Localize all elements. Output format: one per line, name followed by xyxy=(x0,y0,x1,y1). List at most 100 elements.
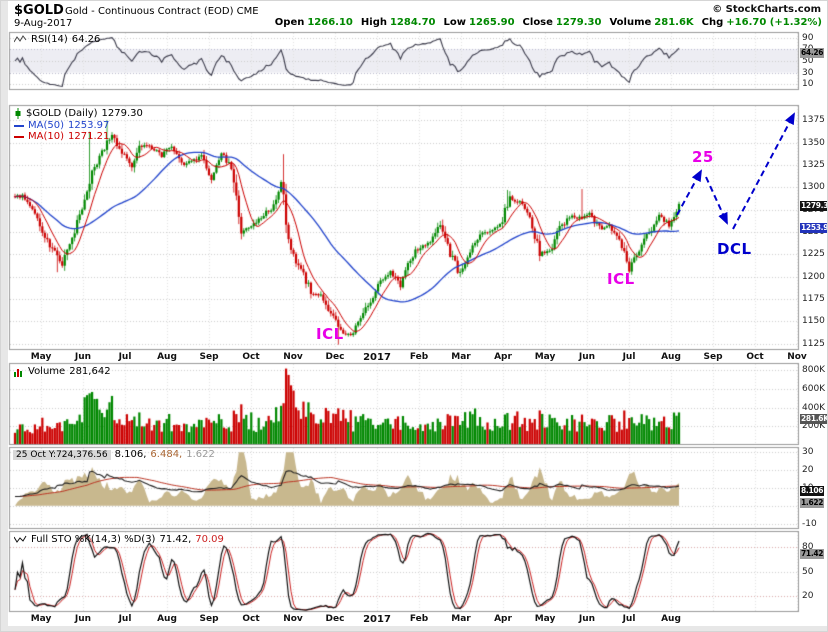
rsi-line-icon xyxy=(14,35,27,43)
sto-legend-k: 71.42, xyxy=(159,534,192,545)
month-label: Aug xyxy=(157,614,177,624)
rsi-legend-label: RSI(14) xyxy=(31,34,68,45)
ma10-line-icon xyxy=(14,135,24,138)
rsi-legend-value: 64.26 xyxy=(71,34,101,45)
axis-tick-label: 1175 xyxy=(802,294,825,304)
axis-value-box: 64.26 xyxy=(800,48,825,58)
month-label: Dec xyxy=(325,352,345,362)
quote-value: +16.70 (+1.32%) xyxy=(726,17,822,28)
quote-label: Close xyxy=(522,17,553,28)
month-label: 2017 xyxy=(363,614,391,625)
annotation-label: ICL xyxy=(607,270,635,288)
month-label: Nov xyxy=(283,352,303,362)
axis-value-box: 71.42 xyxy=(800,549,825,559)
month-label: May xyxy=(30,352,52,362)
axis-tick-label: 1125 xyxy=(802,339,825,349)
axis-tick-label: 30 xyxy=(802,68,814,78)
month-label: Aug xyxy=(157,352,177,362)
month-label: Sep xyxy=(199,614,219,624)
candlestick-icon xyxy=(15,108,21,119)
axis-tick-label: 20 xyxy=(802,591,814,601)
symbol-subtitle: Gold - Continuous Contract (EOD) CME xyxy=(65,6,259,17)
month-label: May xyxy=(30,614,52,624)
bottom-margin xyxy=(1,626,827,631)
quote-item: Chg +16.70 (+1.32%) xyxy=(702,17,822,28)
annotation-label: DCL xyxy=(717,240,752,258)
quote-label: Low xyxy=(443,17,466,28)
month-label: Jun xyxy=(74,614,92,624)
volume-legend-value: 281,642 xyxy=(69,366,111,377)
sto-legend: Full STO %K(14,3) %D(3) 71.42, 70.09 xyxy=(14,534,224,545)
month-label: Aug xyxy=(661,614,681,624)
axis-value-box: 1279.30 xyxy=(800,201,827,211)
axis-tick-label: 600K xyxy=(802,384,826,394)
axis-value-box: 1253.97 xyxy=(800,223,827,233)
quote-item: Close 1279.30 xyxy=(523,17,602,28)
month-label: Jul xyxy=(118,614,132,624)
sto-line-icon xyxy=(14,535,27,543)
osc-value-2: 6.484, xyxy=(150,449,183,460)
left-margin xyxy=(1,1,8,631)
quote-label: Open xyxy=(274,17,305,28)
axis-tick-label: 50 xyxy=(802,56,814,66)
sto-legend-d: 70.09 xyxy=(195,534,224,545)
month-label: 2017 xyxy=(363,352,391,363)
axis-tick-label: 50 xyxy=(802,567,814,577)
month-label: May xyxy=(534,614,556,624)
ma50-legend: MA(50) 1253.97 xyxy=(14,120,109,131)
price-legend-value: 1279.30 xyxy=(101,108,143,119)
month-label: Jul xyxy=(622,614,636,624)
axis-tick-label: 30 xyxy=(802,447,814,457)
copyright: © StockCharts.com xyxy=(712,4,821,15)
axis-tick-label: 1200 xyxy=(802,272,825,282)
axis-tick-label: 800K xyxy=(802,365,826,375)
axis-tick-label: 400K xyxy=(802,403,826,413)
month-label: Jun xyxy=(578,614,596,624)
month-label: Jun xyxy=(578,352,596,362)
quote-item: High 1284.70 xyxy=(361,17,436,28)
axis-tick-label: 1300 xyxy=(802,182,825,192)
symbol-title: $GOLD xyxy=(14,3,64,18)
month-label: Oct xyxy=(746,352,764,362)
axis-tick-label: 10 xyxy=(802,79,814,89)
quote-value: 1279.30 xyxy=(555,17,602,28)
quote-value: 281.6K xyxy=(654,17,694,28)
quote-value: 1265.90 xyxy=(469,17,515,28)
axis-tick-label: 80 xyxy=(802,542,814,552)
axis-value-box: 281.6K xyxy=(800,414,828,424)
axis-value-box: 1.622 xyxy=(800,498,825,508)
month-label: Mar xyxy=(451,352,471,362)
axis-tick-label: 20 xyxy=(802,465,814,475)
month-label: Apr xyxy=(494,352,512,362)
quote-item: Volume 281.6K xyxy=(609,17,693,28)
month-label: Sep xyxy=(703,352,723,362)
quote-item: Low 1265.90 xyxy=(444,17,515,28)
volume-legend: Volume 281,642 xyxy=(14,366,111,377)
axis-tick-label: 1350 xyxy=(802,138,825,148)
price-legend: $GOLD (Daily) 1279.30 xyxy=(14,108,143,119)
rsi-legend: RSI(14) 64.26 xyxy=(14,34,100,45)
quote-value: 1284.70 xyxy=(389,17,436,28)
month-label: Jul xyxy=(118,352,132,362)
month-label: Nov xyxy=(787,352,807,362)
crosshair-readout: 25 Oct Y:724,376.56 xyxy=(13,449,111,460)
annotation-label: ICL xyxy=(316,325,344,343)
month-label: Jun xyxy=(74,352,92,362)
month-label: Mar xyxy=(451,614,471,624)
sto-legend-label: Full STO %K(14,3) %D(3) xyxy=(31,534,156,545)
ma50-line-icon xyxy=(14,124,24,127)
chart-date: 9-Aug-2017 xyxy=(14,18,73,29)
volume-legend-label: Volume xyxy=(28,366,66,377)
month-label: Oct xyxy=(242,614,260,624)
quote-bar: Open 1266.10 High 1284.70 Low 1265.90 Close 127… xyxy=(275,17,822,28)
annotation-label: 25 xyxy=(692,148,714,166)
osc-value-3: 1.622 xyxy=(186,449,215,460)
axis-tick-label: 1225 xyxy=(802,249,825,259)
quote-label: Volume xyxy=(609,17,652,28)
quote-label: Chg xyxy=(701,17,724,28)
month-label: Aug xyxy=(661,352,681,362)
ma10-legend-value: 1271.21 xyxy=(68,131,110,142)
month-label: May xyxy=(534,352,556,362)
